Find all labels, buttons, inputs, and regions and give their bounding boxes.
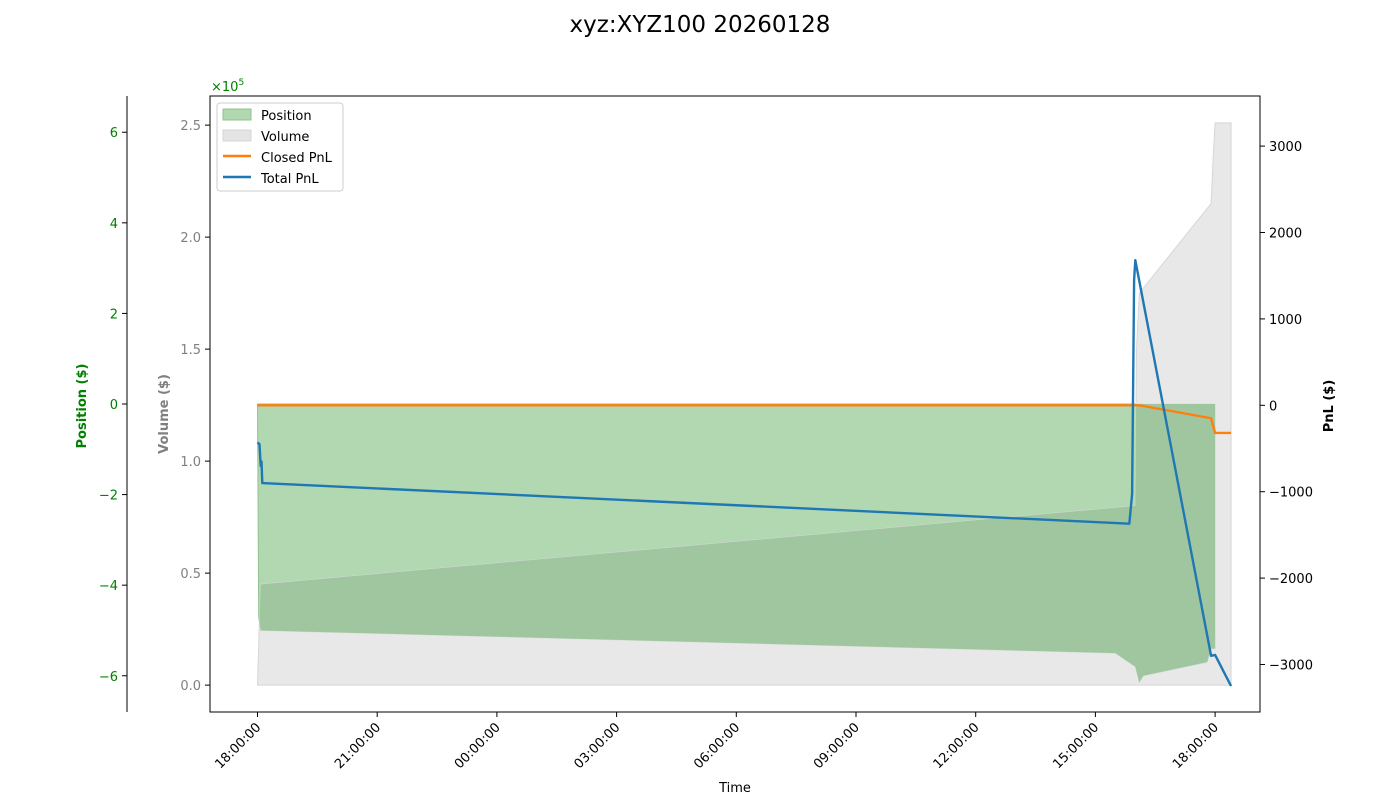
x-tick-label: 00:00:00: [452, 720, 504, 772]
overlap-area: [257, 404, 1216, 683]
pnl-tick-label: −2000: [1269, 572, 1313, 587]
volume-tick-label: 2.5: [180, 119, 201, 134]
pnl-tick-label: 2000: [1269, 227, 1302, 242]
legend-swatch-position: [222, 108, 252, 121]
position-tick-label: −6: [99, 670, 118, 685]
pnl-tick-label: 0: [1269, 399, 1277, 414]
position-tick-label: 0: [110, 398, 118, 413]
volume-scale-label: ×105: [211, 78, 244, 95]
x-tick-label: 18:00:00: [212, 720, 264, 772]
total-pnl-line: [256, 258, 1233, 687]
volume-tick-label: 1.5: [180, 343, 201, 358]
pnl-axis-label: PnL ($): [1322, 380, 1337, 433]
x-tick-label: 06:00:00: [691, 720, 743, 772]
position-tick-label: −2: [99, 489, 118, 504]
legend-label: Position: [261, 109, 312, 124]
position-tick-label: 2: [110, 307, 118, 322]
volume-tick-label: 2.0: [180, 231, 201, 246]
position-tick-label: −4: [99, 579, 118, 594]
x-tick-label: 12:00:00: [931, 720, 983, 772]
pnl-tick-label: −1000: [1269, 486, 1313, 501]
x-tick-label: 03:00:00: [572, 720, 624, 772]
volume-tick-label: 1.0: [180, 455, 201, 470]
closed-pnl-line: [257, 404, 1232, 435]
legend-label: Total PnL: [260, 172, 319, 187]
x-tick-label: 09:00:00: [811, 720, 863, 772]
volume-axis-label: Volume ($): [157, 374, 172, 454]
position-tick-label: 6: [110, 126, 118, 141]
legend-box: [216, 102, 344, 192]
pnl-tick-label: 3000: [1269, 140, 1302, 155]
position-axis-label: Position ($): [75, 364, 90, 449]
position-tick-label: 4: [110, 217, 118, 232]
volume-tick-label: 0.0: [180, 679, 201, 694]
legend-swatch-volume: [222, 129, 252, 142]
plot-frame: [209, 95, 1261, 713]
pnl-tick-label: −3000: [1269, 658, 1313, 673]
legend-label: Volume: [261, 130, 309, 145]
x-axis-label: Time: [718, 781, 751, 796]
x-tick-label: 15:00:00: [1050, 720, 1102, 772]
legend-label: Closed PnL: [261, 151, 333, 166]
x-tick-label: 18:00:00: [1170, 720, 1222, 772]
chart-title: xyz:XYZ100 20260128: [569, 12, 831, 38]
volume-tick-label: 0.5: [180, 567, 201, 582]
x-tick-label: 21:00:00: [332, 720, 384, 772]
pnl-tick-label: 1000: [1269, 313, 1302, 328]
